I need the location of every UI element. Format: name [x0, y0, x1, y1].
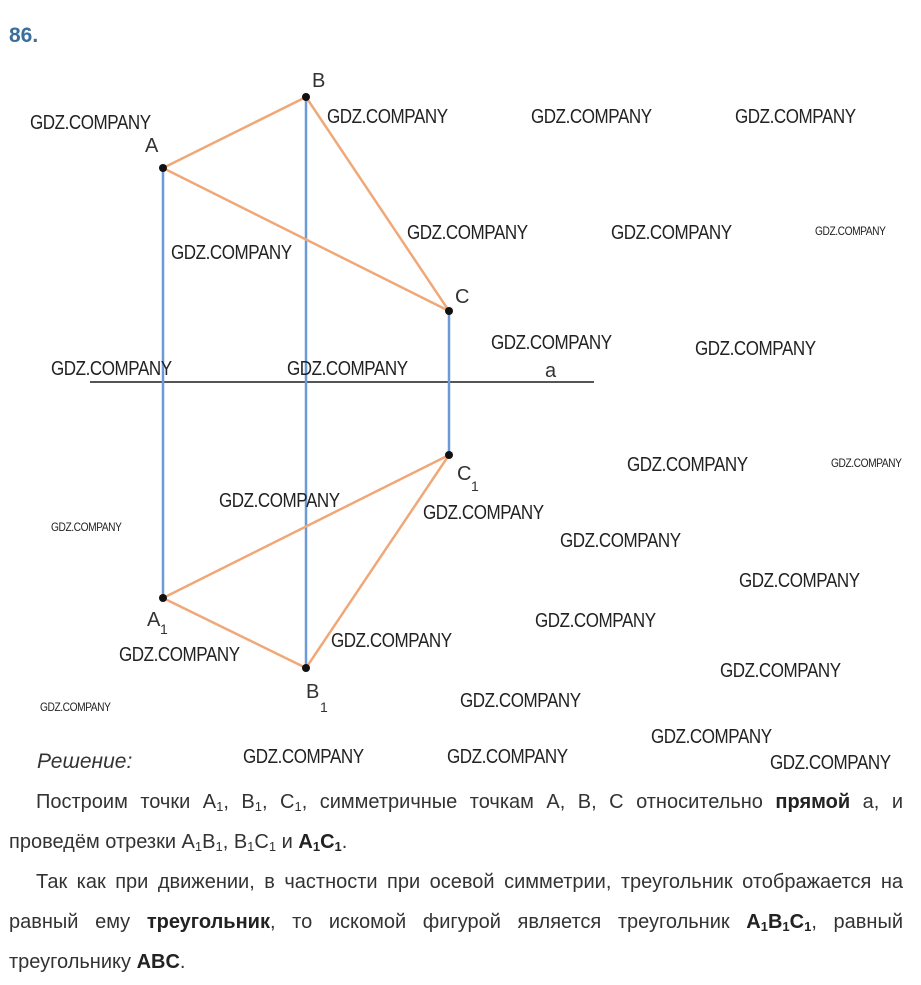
label-b1-sub: 1: [320, 699, 328, 715]
text-segment: B: [202, 831, 216, 853]
subscript: 1: [215, 839, 223, 854]
watermark: GDZ.COMPANY: [735, 106, 856, 128]
label-a: A: [145, 135, 159, 157]
symmetry-diagram: A B C a A 1 B 1 C 1: [90, 70, 594, 715]
label-b: B: [312, 70, 325, 92]
text-segment: .: [341, 831, 348, 853]
solution-paragraph-2: Так как при движении, в частности при ос…: [9, 862, 903, 982]
point-c1: [445, 451, 453, 459]
watermark: GDZ.COMPANY: [119, 644, 240, 666]
point-b: [302, 93, 310, 101]
watermark: GDZ.COMPANY: [739, 570, 860, 592]
solution-title: Решение:: [37, 750, 133, 773]
watermark: GDZ.COMPANY: [40, 700, 111, 714]
watermark: GDZ.COMPANY: [460, 690, 581, 712]
text-segment: , то искомой фигурой является треугольни…: [269, 911, 747, 933]
text-segment: , C: [261, 791, 295, 813]
subscript: 1: [254, 799, 262, 814]
watermark: GDZ.COMPANY: [611, 222, 732, 244]
text-segment: A: [746, 911, 761, 933]
subscript: 1: [247, 839, 255, 854]
label-a1: A: [147, 609, 161, 631]
text-segment: треугольник: [146, 911, 270, 933]
point-c: [445, 307, 453, 315]
watermark: GDZ.COMPANY: [51, 520, 122, 534]
subscript: 1: [216, 799, 224, 814]
text-segment: C: [789, 911, 805, 933]
watermark: GDZ.COMPANY: [770, 752, 891, 774]
watermark: GDZ.COMPANY: [627, 454, 748, 476]
problem-number: 86.: [9, 24, 39, 47]
text-segment: .: [179, 951, 186, 973]
watermark: GDZ.COMPANY: [531, 106, 652, 128]
watermark: GDZ.COMPANY: [651, 726, 772, 748]
subscript: 1: [268, 839, 277, 854]
text-segment: Построим точки A: [36, 791, 217, 813]
point-a: [159, 164, 167, 172]
watermark: GDZ.COMPANY: [51, 358, 172, 380]
label-a1-sub: 1: [160, 621, 168, 637]
point-a1: [159, 594, 167, 602]
text-segment: ABC: [136, 951, 180, 973]
watermark: GDZ.COMPANY: [695, 338, 816, 360]
text-segment: Так как при движении, в частности при ос…: [9, 871, 903, 933]
solution-paragraph-1: Построим точки A1, B1, C1, симметричные …: [9, 782, 903, 862]
subscript: 1: [760, 919, 768, 934]
watermark: GDZ.COMPANY: [219, 490, 340, 512]
watermark: GDZ.COMPANY: [287, 358, 408, 380]
label-c: C: [455, 286, 469, 308]
text-segment: , B: [222, 831, 248, 853]
watermark: GDZ.COMPANY: [491, 332, 612, 354]
triangle-abc: [160, 95, 453, 315]
text-segment: C: [254, 831, 269, 853]
watermark: GDZ.COMPANY: [447, 746, 568, 768]
subscript: 1: [804, 919, 812, 934]
text-segment: , равный треугольнику: [9, 911, 903, 973]
text-segment: , B: [223, 791, 255, 813]
watermark: GDZ.COMPANY: [327, 106, 448, 128]
subscript: 1: [294, 799, 302, 814]
label-b1: B: [306, 681, 319, 703]
subscript: 1: [782, 919, 790, 934]
watermark: GDZ.COMPANY: [831, 456, 902, 470]
watermark: GDZ.COMPANY: [171, 242, 292, 264]
watermark: GDZ.COMPANY: [815, 224, 886, 238]
label-line-a: a: [545, 360, 557, 382]
watermark: GDZ.COMPANY: [30, 112, 151, 134]
text-segment: прямой: [775, 791, 851, 813]
watermark: GDZ.COMPANY: [243, 746, 364, 768]
watermark: GDZ.COMPANY: [331, 630, 452, 652]
point-b1: [302, 664, 310, 672]
text-segment: и: [276, 831, 299, 853]
watermark: GDZ.COMPANY: [720, 660, 841, 682]
subscript: 1: [194, 839, 203, 854]
text-segment: a, и проведём отрезки A: [9, 791, 904, 853]
text-segment: A: [298, 831, 313, 853]
watermark: GDZ.COMPANY: [407, 222, 528, 244]
text-segment: , симметричные точкам A, B, C относитель…: [301, 791, 776, 813]
text-segment: C: [320, 831, 335, 853]
label-c1-sub: 1: [471, 478, 479, 494]
watermark: GDZ.COMPANY: [560, 530, 681, 552]
watermark: GDZ.COMPANY: [423, 502, 544, 524]
subscript: 1: [334, 839, 342, 854]
triangle-a1b1c1: [160, 451, 453, 670]
subscript: 1: [312, 839, 321, 854]
watermark: GDZ.COMPANY: [535, 610, 656, 632]
text-segment: B: [767, 911, 783, 933]
label-c1: C: [457, 463, 471, 485]
